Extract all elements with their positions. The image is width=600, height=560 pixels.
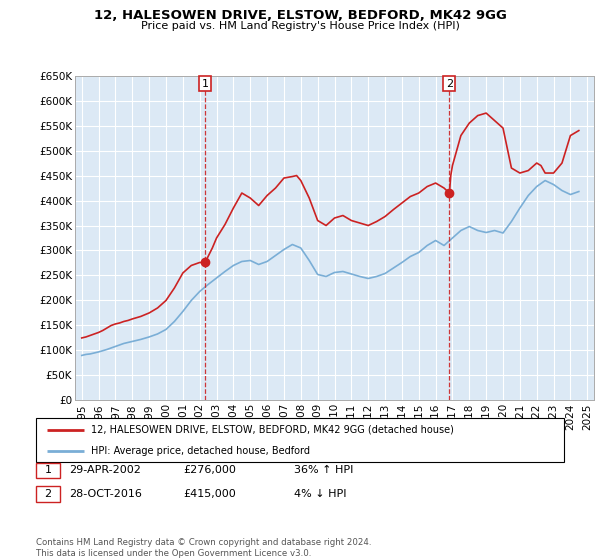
Text: 2: 2 (44, 489, 52, 499)
Text: £415,000: £415,000 (183, 489, 236, 499)
Text: HPI: Average price, detached house, Bedford: HPI: Average price, detached house, Bedf… (91, 446, 310, 456)
Text: 28-OCT-2016: 28-OCT-2016 (69, 489, 142, 499)
Text: 1: 1 (202, 79, 209, 89)
Text: Contains HM Land Registry data © Crown copyright and database right 2024.
This d: Contains HM Land Registry data © Crown c… (36, 538, 371, 558)
Text: Price paid vs. HM Land Registry's House Price Index (HPI): Price paid vs. HM Land Registry's House … (140, 21, 460, 31)
Text: 12, HALESOWEN DRIVE, ELSTOW, BEDFORD, MK42 9GG (detached house): 12, HALESOWEN DRIVE, ELSTOW, BEDFORD, MK… (91, 424, 454, 435)
Text: 36% ↑ HPI: 36% ↑ HPI (294, 465, 353, 475)
Text: 2: 2 (446, 79, 453, 89)
Text: 4% ↓ HPI: 4% ↓ HPI (294, 489, 347, 499)
Text: 12, HALESOWEN DRIVE, ELSTOW, BEDFORD, MK42 9GG: 12, HALESOWEN DRIVE, ELSTOW, BEDFORD, MK… (94, 9, 506, 22)
Text: 1: 1 (44, 465, 52, 475)
Text: £276,000: £276,000 (183, 465, 236, 475)
Text: 29-APR-2002: 29-APR-2002 (69, 465, 141, 475)
